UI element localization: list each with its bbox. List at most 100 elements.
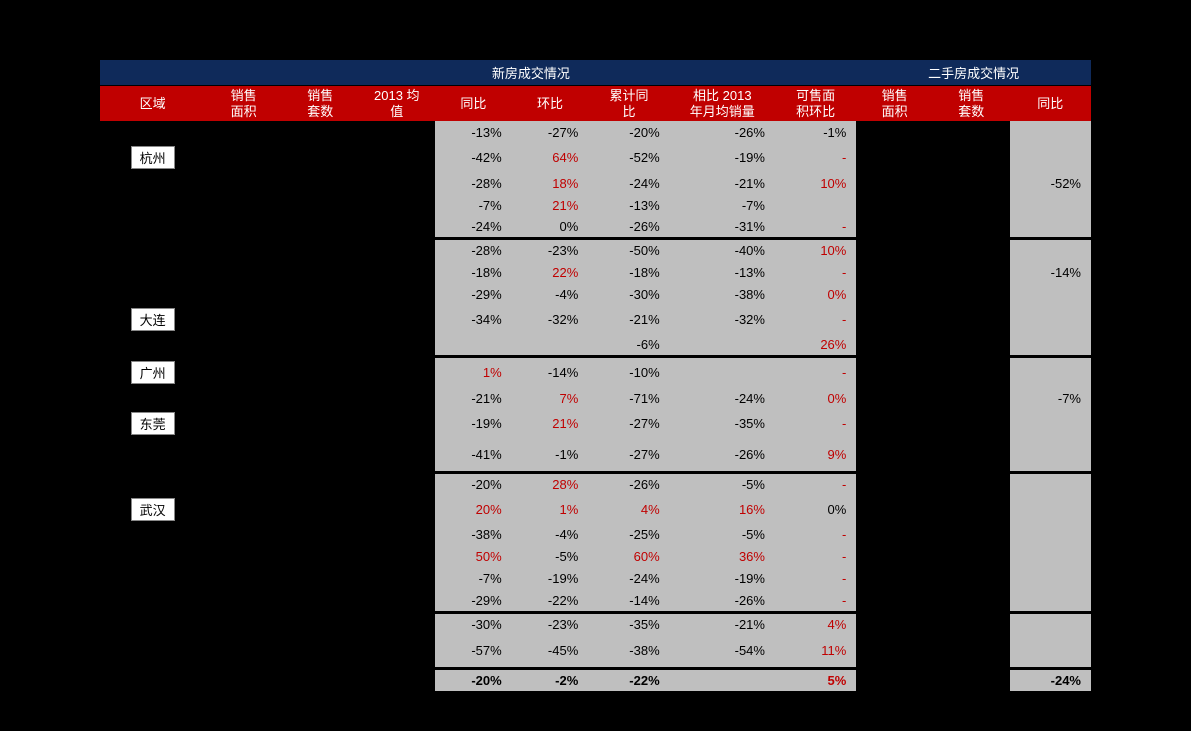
sale-area-cell	[205, 612, 282, 635]
used-sale-area-cell	[856, 283, 933, 305]
sale-count-cell	[282, 172, 359, 194]
region-cell: 大连	[100, 305, 205, 334]
hdr-avg-2013: 2013 均值	[359, 86, 436, 122]
yoy-cell: -18%	[435, 261, 512, 283]
sale-area-cell	[205, 568, 282, 590]
cum-yoy-cell: -35%	[588, 612, 669, 635]
used-yoy-cell	[1010, 495, 1091, 524]
avg-2013-cell	[359, 472, 436, 495]
used-sale-count-cell	[933, 409, 1010, 438]
hdr-region-blank	[100, 60, 205, 86]
yoy-cell: -24%	[435, 216, 512, 239]
used-yoy-cell	[1010, 239, 1091, 262]
avg-2013-cell	[359, 669, 436, 692]
used-sale-count-cell	[933, 334, 1010, 357]
vs-2013-cell: -21%	[670, 172, 775, 194]
used-sale-area-cell	[856, 172, 933, 194]
mom-cell: -32%	[512, 305, 589, 334]
cum-yoy-cell: -24%	[588, 172, 669, 194]
used-yoy-cell	[1010, 546, 1091, 568]
sale-count-cell	[282, 283, 359, 305]
vs-2013-cell: -54%	[670, 635, 775, 669]
avail-mom-cell: -	[775, 568, 856, 590]
hdr-sale-area: 销售面积	[205, 86, 282, 122]
mom-cell: -2%	[512, 669, 589, 692]
sale-count-cell	[282, 590, 359, 613]
used-sale-area-cell	[856, 261, 933, 283]
sale-count-cell	[282, 194, 359, 216]
region-cell: 东莞	[100, 409, 205, 438]
hdr-avail-mom: 可售面积环比	[775, 86, 856, 122]
vs-2013-cell: -5%	[670, 524, 775, 546]
sale-area-cell	[205, 283, 282, 305]
vs-2013-cell	[670, 669, 775, 692]
region-label: 杭州	[131, 146, 175, 169]
vs-2013-cell: -32%	[670, 305, 775, 334]
vs-2013-cell: -26%	[670, 590, 775, 613]
avail-mom-cell	[775, 194, 856, 216]
region-cell	[100, 121, 205, 143]
avail-mom-cell: -	[775, 305, 856, 334]
avg-2013-cell	[359, 305, 436, 334]
mom-cell: -45%	[512, 635, 589, 669]
used-sale-count-cell	[933, 438, 1010, 472]
region-label: 广州	[131, 361, 175, 384]
used-sale-area-cell	[856, 387, 933, 409]
yoy-cell: -38%	[435, 524, 512, 546]
cum-yoy-cell: -38%	[588, 635, 669, 669]
hdr-region: 区域	[100, 86, 205, 122]
sale-count-cell	[282, 568, 359, 590]
yoy-cell: -19%	[435, 409, 512, 438]
hdr-sale-count: 销售套数	[282, 86, 359, 122]
used-sale-count-cell	[933, 194, 1010, 216]
yoy-cell: -28%	[435, 239, 512, 262]
mom-cell: -23%	[512, 612, 589, 635]
used-sale-area-cell	[856, 409, 933, 438]
region-cell	[100, 438, 205, 472]
mom-cell: -1%	[512, 438, 589, 472]
region-cell	[100, 387, 205, 409]
sale-area-cell	[205, 546, 282, 568]
yoy-cell: -13%	[435, 121, 512, 143]
sale-count-cell	[282, 546, 359, 568]
yoy-cell: -41%	[435, 438, 512, 472]
yoy-cell: -7%	[435, 194, 512, 216]
sale-area-cell	[205, 590, 282, 613]
region-cell	[100, 472, 205, 495]
vs-2013-cell: -7%	[670, 194, 775, 216]
used-sale-count-cell	[933, 143, 1010, 172]
avg-2013-cell	[359, 357, 436, 388]
used-sale-count-cell	[933, 590, 1010, 613]
cum-yoy-cell: -22%	[588, 669, 669, 692]
vs-2013-cell: -31%	[670, 216, 775, 239]
used-yoy-cell: -52%	[1010, 172, 1091, 194]
mom-cell: -5%	[512, 546, 589, 568]
used-sale-area-cell	[856, 438, 933, 472]
avg-2013-cell	[359, 635, 436, 669]
avg-2013-cell	[359, 387, 436, 409]
avg-2013-cell	[359, 409, 436, 438]
sale-count-cell	[282, 387, 359, 409]
mom-cell: -19%	[512, 568, 589, 590]
cum-yoy-cell: -26%	[588, 472, 669, 495]
avail-mom-cell: 11%	[775, 635, 856, 669]
mom-cell: 22%	[512, 261, 589, 283]
avg-2013-cell	[359, 334, 436, 357]
sale-count-cell	[282, 495, 359, 524]
vs-2013-cell: 16%	[670, 495, 775, 524]
used-sale-area-cell	[856, 669, 933, 692]
sale-area-cell	[205, 239, 282, 262]
cum-yoy-cell: -27%	[588, 409, 669, 438]
yoy-cell: -20%	[435, 669, 512, 692]
sale-area-cell	[205, 409, 282, 438]
used-yoy-cell	[1010, 612, 1091, 635]
sale-count-cell	[282, 472, 359, 495]
used-sale-count-cell	[933, 546, 1010, 568]
used-sale-count-cell	[933, 216, 1010, 239]
hdr-used-yoy: 同比	[1010, 86, 1091, 122]
yoy-cell: 20%	[435, 495, 512, 524]
sale-count-cell	[282, 612, 359, 635]
sale-count-cell	[282, 438, 359, 472]
sale-area-cell	[205, 495, 282, 524]
avail-mom-cell: -1%	[775, 121, 856, 143]
